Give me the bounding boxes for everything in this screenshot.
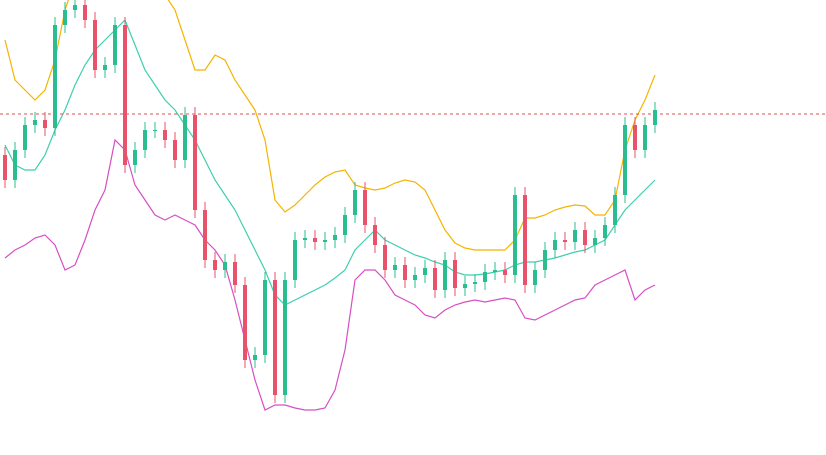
candle-body — [633, 125, 637, 150]
candle-body — [623, 125, 627, 195]
candle-body — [363, 190, 367, 225]
candle-body — [323, 240, 327, 242]
band-line — [4, 138, 656, 411]
candle-body — [393, 265, 397, 270]
candle-body — [563, 240, 567, 242]
candle-body — [263, 280, 267, 355]
candle-body — [53, 25, 57, 128]
candle-body — [473, 282, 477, 284]
candle-body — [643, 125, 647, 150]
candle-body — [493, 270, 497, 272]
candle-body — [193, 115, 197, 210]
candle-body — [303, 238, 307, 240]
band-line — [4, 0, 656, 251]
candle-body — [423, 268, 427, 275]
candle-body — [113, 25, 117, 65]
candle-body — [583, 230, 587, 245]
candle-body — [183, 115, 187, 160]
candle-body — [163, 130, 167, 140]
band-line — [4, 18, 656, 306]
candle-body — [413, 275, 417, 280]
candle-body — [523, 195, 527, 285]
candle-body — [353, 190, 357, 215]
candle-body — [243, 285, 247, 360]
candle-body — [143, 130, 147, 150]
candle-body — [93, 20, 97, 70]
candle-body — [43, 120, 47, 128]
candle-body — [83, 5, 87, 20]
candle-body — [103, 65, 107, 70]
candle-body — [553, 240, 557, 250]
candle-body — [63, 10, 67, 25]
candle-body — [23, 125, 27, 150]
candle-body — [503, 270, 507, 275]
candle-body — [333, 235, 337, 240]
candle-body — [653, 110, 657, 125]
candle-body — [173, 140, 177, 160]
candle-body — [383, 245, 387, 270]
candle-body — [123, 25, 127, 165]
candle-body — [453, 260, 457, 288]
candle-body — [443, 260, 447, 290]
candle-body — [253, 355, 257, 360]
candle-body — [223, 262, 227, 270]
candle-body — [403, 265, 407, 280]
candle-body — [483, 272, 487, 282]
candle-body — [433, 268, 437, 290]
candle-body — [293, 240, 297, 280]
candle-body — [463, 284, 467, 288]
candle-body — [203, 210, 207, 260]
candle-body — [3, 155, 7, 180]
candle-body — [603, 225, 607, 238]
candle-body — [533, 270, 537, 285]
candle-body — [213, 260, 217, 270]
candle-body — [13, 150, 17, 180]
candle-body — [343, 215, 347, 235]
candle-body — [543, 250, 547, 270]
candle-body — [273, 280, 277, 395]
candle-body — [133, 150, 137, 165]
candle-body — [593, 238, 597, 245]
candle-body — [153, 130, 157, 131]
candle-body — [313, 238, 317, 242]
candle-body — [283, 280, 287, 395]
candle-body — [73, 5, 77, 10]
candle-body — [613, 195, 617, 225]
candle-body — [573, 230, 577, 242]
candle-body — [33, 120, 37, 125]
candle-body — [373, 225, 377, 245]
candle-body — [233, 262, 237, 285]
candle-body — [513, 195, 517, 275]
